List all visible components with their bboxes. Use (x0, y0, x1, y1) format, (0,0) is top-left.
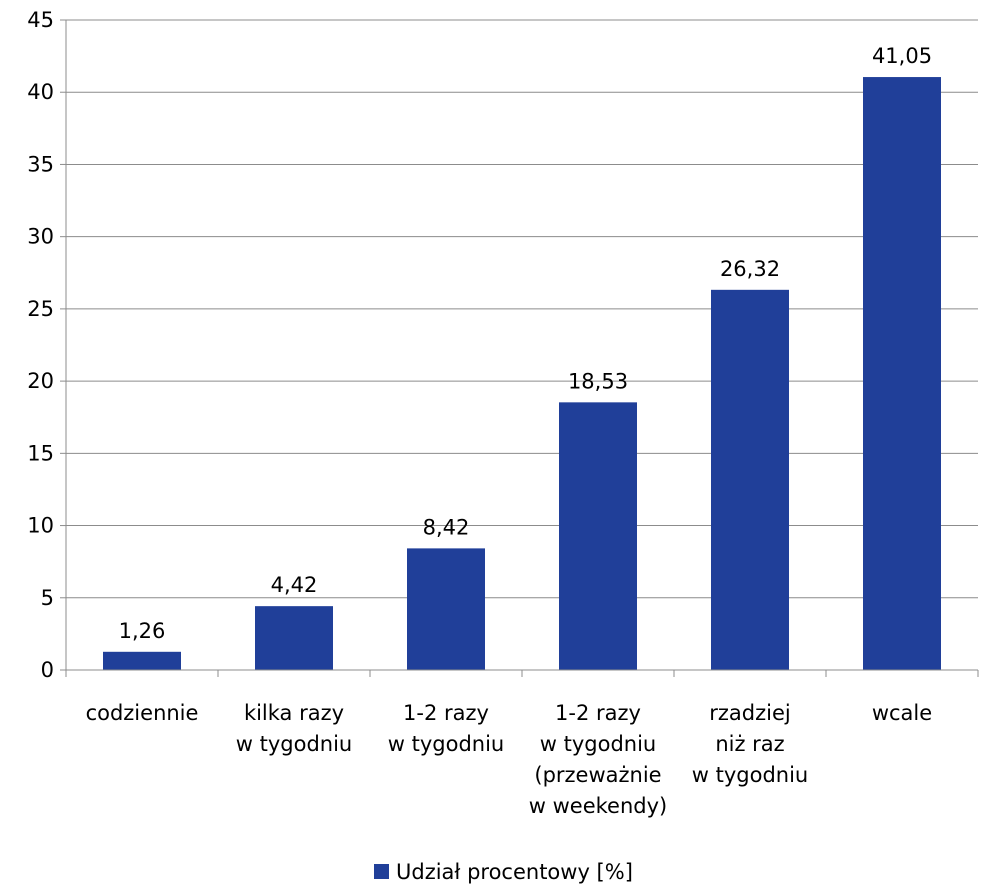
y-tick-label: 35 (27, 152, 54, 176)
legend-swatch (374, 864, 389, 879)
category-label: rzadziej niż raz w tygodniu (692, 701, 808, 787)
y-tick-label: 40 (27, 80, 54, 104)
category-label: 1-2 razy w tygodniu (przeważnie w weekendy) (529, 701, 667, 818)
category-label-line: (przeważnie (534, 763, 661, 787)
category-label: codziennie (86, 701, 199, 725)
legend: Udział procentowy [%] (374, 860, 633, 884)
y-tick-label: 45 (27, 8, 54, 32)
data-label: 1,26 (119, 619, 166, 643)
y-tick-label: 5 (41, 586, 54, 610)
data-label: 4,42 (271, 573, 318, 597)
legend-label: Udział procentowy [%] (396, 860, 633, 884)
category-label-line: w tygodniu (388, 732, 504, 756)
category-label: kilka razy w tygodniu (236, 701, 352, 756)
bar (863, 77, 941, 671)
category-label-line: w tygodniu (540, 732, 656, 756)
category-label-line: 1-2 razy (555, 701, 641, 725)
y-tick-label: 20 (27, 369, 54, 393)
data-label: 8,42 (423, 515, 470, 539)
y-axis: 0 5 10 15 20 25 30 35 40 45 (27, 8, 67, 682)
category-label-line: 1-2 razy (403, 701, 489, 725)
category-label-line: codziennie (86, 701, 199, 725)
category-label: 1-2 razy w tygodniu (388, 701, 504, 756)
category-label-line: w tygodniu (236, 732, 352, 756)
y-tick-label: 30 (27, 225, 54, 249)
category-label-line: w tygodniu (692, 763, 808, 787)
data-label: 41,05 (872, 44, 932, 68)
bars (103, 77, 941, 671)
category-label-line: w weekendy) (529, 794, 667, 818)
y-tick-label: 0 (41, 658, 54, 682)
y-tick-label: 25 (27, 297, 54, 321)
data-label: 26,32 (720, 257, 780, 281)
category-label-line: niż raz (715, 732, 784, 756)
data-label: 18,53 (568, 369, 628, 393)
bar (559, 402, 637, 670)
category-label-line: wcale (872, 701, 932, 725)
bar (711, 289, 789, 670)
bar (255, 606, 333, 670)
category-label-line: kilka razy (244, 701, 344, 725)
y-tick-label: 10 (27, 514, 54, 538)
category-label: wcale (872, 701, 932, 725)
category-label-line: rzadziej (709, 701, 790, 725)
bar (407, 548, 485, 670)
bar (103, 651, 181, 670)
data-labels: 1,26 4,42 8,42 18,53 26,32 41,05 (119, 44, 932, 643)
gridlines (66, 19, 978, 599)
x-axis: codziennie kilka razy w tygodniu 1-2 razy w … (65, 669, 979, 818)
y-tick-label: 15 (27, 441, 54, 465)
